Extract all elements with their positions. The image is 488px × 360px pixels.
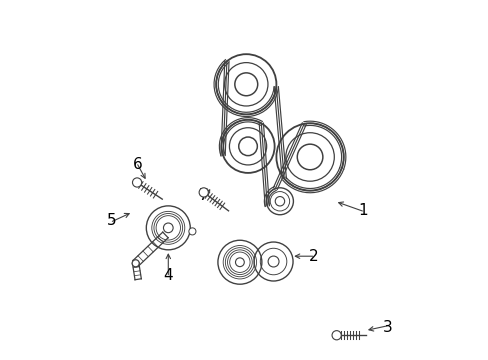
Text: 7: 7 xyxy=(199,188,208,203)
Text: 3: 3 xyxy=(383,320,392,334)
Circle shape xyxy=(188,228,196,235)
Text: 1: 1 xyxy=(358,203,367,218)
Circle shape xyxy=(132,260,139,267)
Circle shape xyxy=(199,188,208,197)
Text: 2: 2 xyxy=(308,249,318,264)
Text: 6: 6 xyxy=(133,157,143,172)
Circle shape xyxy=(331,330,341,340)
Text: 4: 4 xyxy=(163,268,173,283)
Text: 5: 5 xyxy=(106,213,116,228)
Circle shape xyxy=(132,178,142,187)
